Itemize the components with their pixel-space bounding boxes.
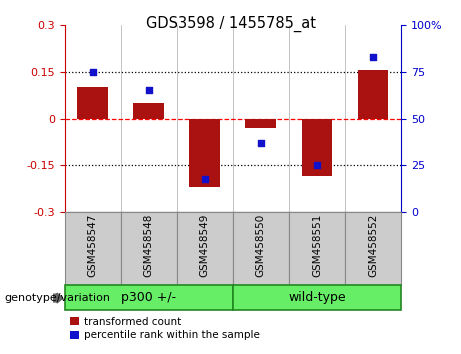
Text: GSM458551: GSM458551: [312, 214, 322, 277]
Bar: [177, 212, 233, 285]
Point: [369, 54, 377, 59]
Bar: [233, 285, 401, 310]
Text: GSM458547: GSM458547: [88, 214, 98, 277]
Point: [145, 87, 152, 93]
Text: GSM458552: GSM458552: [368, 214, 378, 277]
Legend: transformed count, percentile rank within the sample: transformed count, percentile rank withi…: [70, 317, 260, 341]
Point: [201, 176, 208, 182]
Text: genotype/variation: genotype/variation: [5, 293, 111, 303]
Point: [313, 162, 321, 168]
Point: [89, 69, 96, 74]
Bar: [301, 119, 332, 176]
Point: [257, 140, 265, 146]
Bar: [77, 87, 108, 119]
Bar: [345, 212, 401, 285]
Text: p300 +/-: p300 +/-: [121, 291, 176, 304]
Bar: [233, 212, 289, 285]
Text: GSM458550: GSM458550: [256, 214, 266, 277]
Bar: [289, 212, 345, 285]
Bar: [121, 212, 177, 285]
Bar: [189, 119, 220, 187]
Bar: [133, 103, 164, 119]
Text: GSM458548: GSM458548: [144, 214, 154, 277]
Bar: [65, 285, 233, 310]
Bar: [358, 70, 389, 119]
FancyArrow shape: [53, 293, 63, 303]
Bar: [65, 212, 121, 285]
Bar: [245, 119, 276, 128]
Text: wild-type: wild-type: [288, 291, 346, 304]
Text: GSM458549: GSM458549: [200, 214, 210, 277]
Text: GDS3598 / 1455785_at: GDS3598 / 1455785_at: [146, 16, 315, 32]
